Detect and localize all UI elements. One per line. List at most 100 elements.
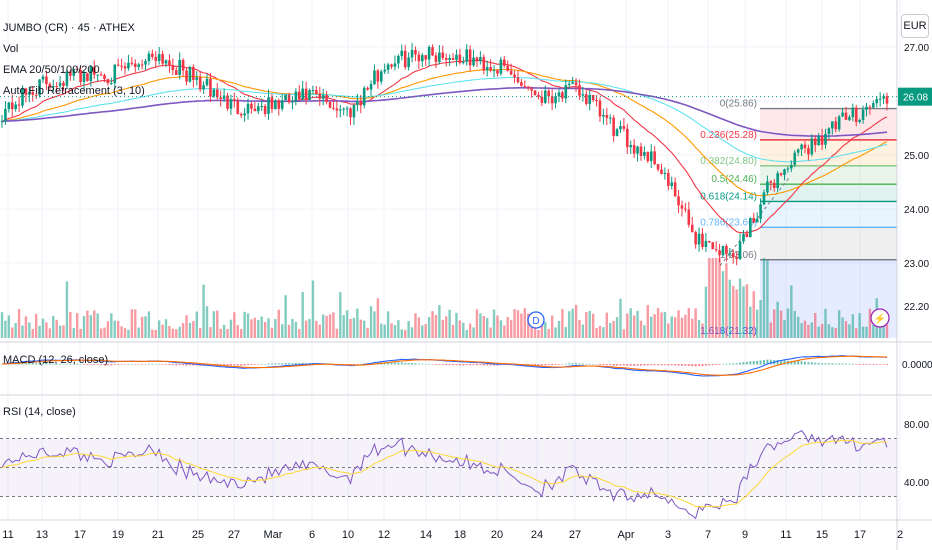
fib-level-label: 1(23.06) bbox=[720, 250, 757, 261]
volume-bar bbox=[486, 317, 489, 338]
volume-bar bbox=[820, 324, 824, 338]
macd-histogram-bar bbox=[229, 364, 232, 366]
macd-histogram-bar bbox=[151, 363, 154, 365]
macd-tick-label: 0.0000 bbox=[902, 360, 932, 371]
macd-histogram-bar bbox=[185, 364, 188, 366]
candle-body bbox=[178, 59, 181, 75]
legend-volume[interactable]: Vol bbox=[3, 43, 19, 55]
ema100-line bbox=[1, 76, 888, 163]
price-tick-label: 23.00 bbox=[904, 259, 929, 270]
macd-histogram-bar bbox=[247, 364, 250, 366]
volume-bar bbox=[554, 327, 557, 338]
candle-body bbox=[813, 138, 817, 146]
macd-histogram-bar bbox=[469, 364, 472, 366]
candle-body bbox=[537, 95, 540, 97]
candle-body bbox=[824, 133, 827, 145]
legend-rsi[interactable]: RSI (14, close) bbox=[3, 406, 76, 418]
candle-body bbox=[75, 68, 79, 71]
macd-histogram-bar bbox=[445, 364, 448, 366]
volume-bar bbox=[537, 329, 540, 338]
macd-histogram-bar bbox=[1, 364, 3, 365]
candle-body bbox=[762, 192, 766, 205]
candle-body bbox=[851, 107, 855, 118]
volume-bar bbox=[598, 325, 602, 338]
volume-bar bbox=[325, 315, 328, 338]
volume-bar bbox=[24, 316, 28, 338]
macd-histogram-bar bbox=[24, 362, 27, 365]
candle-body bbox=[520, 82, 523, 86]
candle-body bbox=[390, 64, 393, 67]
volume-bar bbox=[831, 327, 834, 338]
volume-bar bbox=[229, 319, 233, 338]
candle-body bbox=[28, 92, 31, 95]
candle-body bbox=[4, 108, 7, 122]
candle-body bbox=[352, 104, 356, 118]
macd-histogram-bar bbox=[441, 364, 444, 365]
legend-fib[interactable]: Auto Fib Retracement (3, 10) bbox=[3, 85, 145, 97]
candle-body bbox=[540, 96, 544, 103]
candle-body bbox=[246, 103, 250, 114]
time-tick-label: 27 bbox=[569, 529, 581, 541]
macd-histogram-bar bbox=[585, 363, 588, 365]
candle-body bbox=[140, 64, 144, 66]
candle-body bbox=[65, 71, 69, 86]
volume-bar bbox=[677, 310, 680, 338]
legend-symbol[interactable]: JUMBO (CR) · 45 · ATHEX bbox=[3, 22, 135, 34]
macd-histogram-bar bbox=[540, 364, 543, 366]
fib-retracement[interactable]: 0(25.86) 0.236(25.28) 0.382(24.80) 0.5(24.4… bbox=[700, 99, 897, 338]
candle-body bbox=[185, 70, 188, 82]
macd-histogram-bar bbox=[59, 363, 62, 365]
volume-bar bbox=[277, 309, 280, 338]
volume-bar bbox=[168, 326, 171, 338]
candle-body bbox=[502, 59, 506, 66]
volume-bar bbox=[581, 324, 585, 338]
legend-macd[interactable]: MACD (12, 26, close) bbox=[3, 354, 109, 366]
macd-histogram-bar bbox=[551, 364, 554, 366]
volume-bar bbox=[427, 317, 431, 338]
macd-histogram-bar bbox=[45, 362, 48, 365]
volume-bar bbox=[52, 315, 55, 338]
candle-body bbox=[116, 64, 120, 66]
macd-histogram-bar bbox=[404, 362, 407, 365]
macd-histogram-bar bbox=[592, 363, 595, 365]
candle-body bbox=[759, 204, 762, 219]
volume-bar bbox=[383, 324, 386, 338]
macd-histogram-bar bbox=[865, 364, 868, 365]
time-tick-label: 13 bbox=[36, 529, 48, 541]
candle-body bbox=[779, 173, 783, 175]
candle-body bbox=[284, 94, 287, 101]
candle-body bbox=[335, 108, 339, 111]
candle-body bbox=[304, 88, 308, 101]
volume-bar bbox=[134, 309, 137, 338]
macd-histogram-bar bbox=[534, 364, 537, 366]
candle-body bbox=[496, 70, 499, 74]
volume-bar bbox=[803, 320, 807, 338]
candle-body bbox=[544, 90, 547, 103]
candle-body bbox=[434, 55, 438, 62]
volume-bar bbox=[629, 308, 632, 338]
volume-bar bbox=[31, 329, 34, 338]
candle-body bbox=[718, 250, 721, 256]
candle-body bbox=[45, 76, 48, 85]
volume-bar bbox=[732, 285, 735, 338]
volume-bar bbox=[817, 326, 820, 338]
time-tick-label: 12 bbox=[378, 529, 390, 541]
candle-body bbox=[338, 109, 342, 111]
candle-body bbox=[328, 102, 332, 108]
candle-body bbox=[181, 59, 185, 71]
macd-histogram-bar bbox=[195, 364, 198, 366]
volume-bar bbox=[38, 325, 41, 338]
macd-histogram-bar bbox=[759, 360, 762, 365]
volume-bar bbox=[691, 318, 694, 338]
volume-bar bbox=[571, 308, 574, 338]
legend-ema[interactable]: EMA 20/50/100/200 bbox=[3, 64, 100, 76]
volume-bar bbox=[274, 318, 277, 338]
macd-histogram-bar bbox=[537, 364, 540, 366]
rsi-tick-label: 40.00 bbox=[904, 478, 929, 489]
volume-bar bbox=[639, 320, 643, 338]
volume-bar bbox=[62, 325, 65, 338]
volume-bar bbox=[311, 280, 315, 338]
macd-histogram-bar bbox=[352, 364, 355, 365]
currency-button[interactable]: EUR bbox=[901, 14, 929, 38]
